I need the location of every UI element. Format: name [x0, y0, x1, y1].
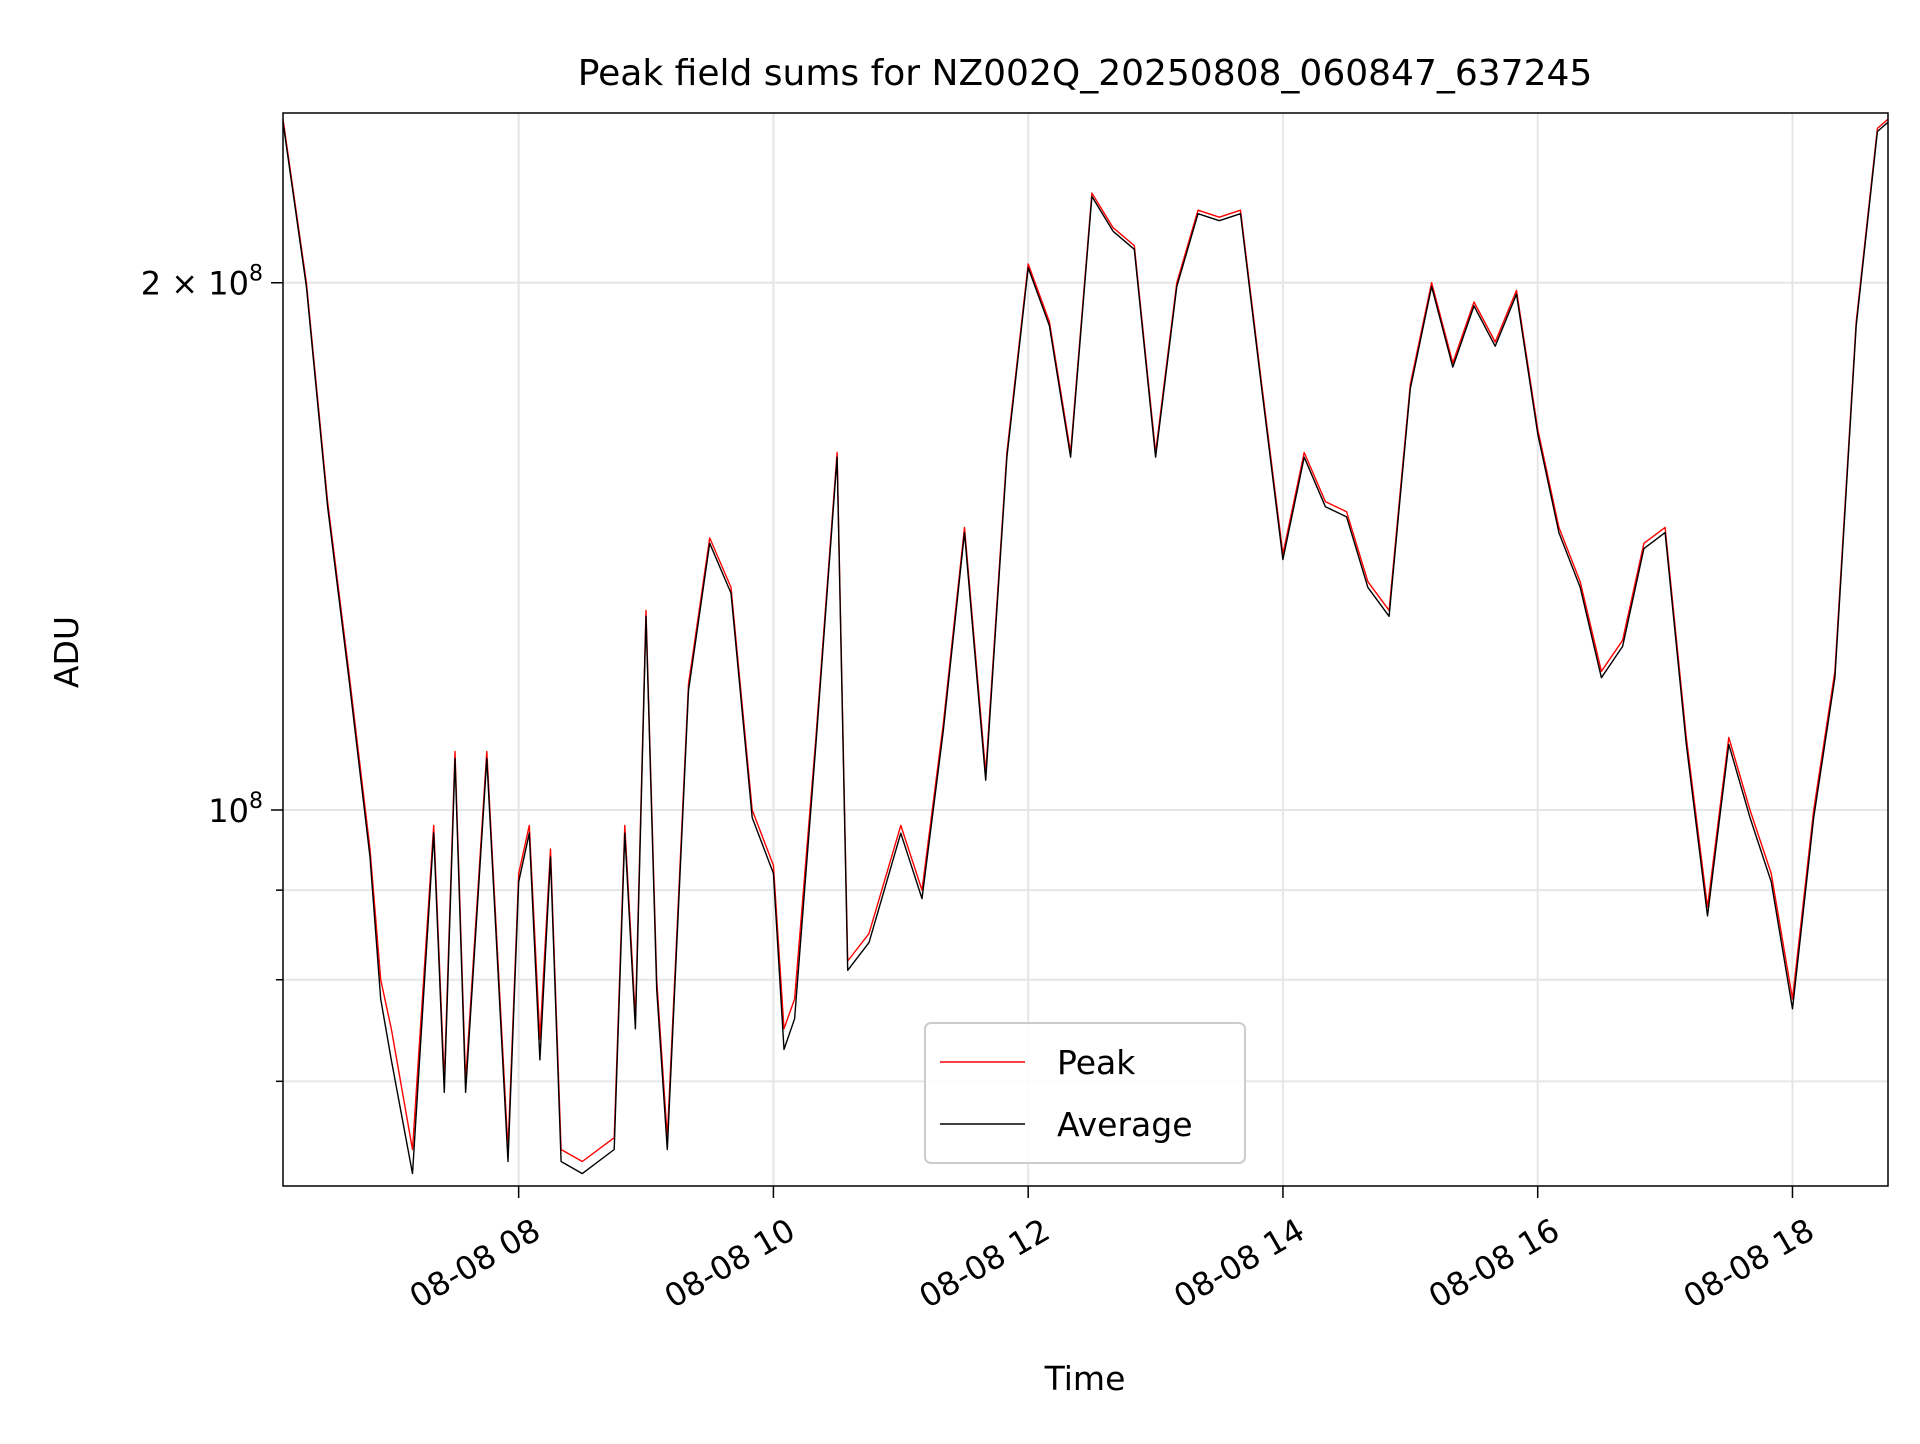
y-tick-label: 108	[208, 789, 263, 830]
series-lines	[282, 118, 1889, 1175]
legend-label-peak: Peak	[1057, 1043, 1136, 1082]
chart-title: Peak field sums for NZ002Q_20250808_0608…	[578, 53, 1593, 94]
y-axis-label: ADU	[47, 616, 86, 688]
legend-label-average: Average	[1057, 1105, 1193, 1144]
series-line-average	[282, 121, 1889, 1175]
x-axis-label: Time	[1044, 1359, 1126, 1398]
y-tick-label: 2 × 108	[141, 262, 263, 303]
legend-box	[924, 1022, 1246, 1164]
plot-frame	[282, 112, 1889, 1187]
legend: Peak Average	[924, 1022, 1246, 1164]
